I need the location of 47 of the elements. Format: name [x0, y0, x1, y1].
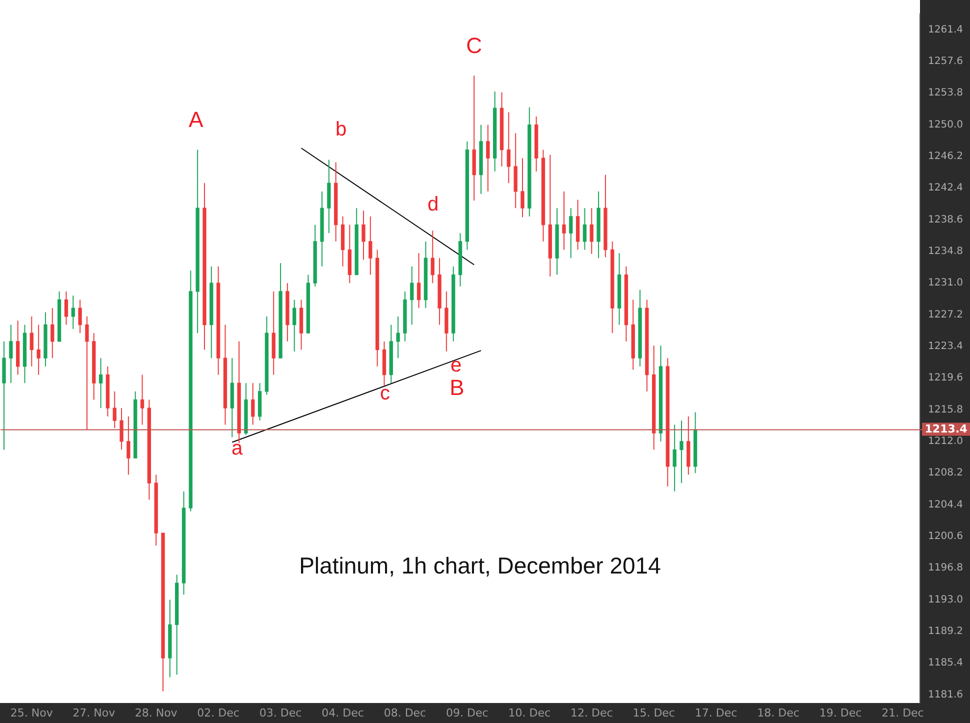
annotation: Platinum, 1h chart, December 2014	[299, 552, 662, 578]
y-tick-label: 1231.0	[928, 278, 963, 289]
y-tick-label: 1234.8	[928, 246, 963, 258]
x-tick-label: 10. Dec	[508, 706, 551, 720]
x-tick-label: 19. Dec	[819, 706, 862, 720]
y-tick-label: 1223.4	[928, 341, 963, 352]
x-tick-label: 04. Dec	[322, 706, 364, 720]
y-tick-label: 1215.8	[928, 404, 963, 416]
x-tick-label: 17. Dec	[694, 706, 738, 720]
y-tick-label: 1212.0	[928, 436, 963, 447]
y-tick-label: 1250.0	[928, 119, 963, 130]
x-tick-label: 09. Dec	[446, 706, 488, 720]
y-tick-label: 1204.4	[928, 499, 963, 510]
annotation: C	[466, 33, 482, 58]
y-tick-label: 1261.4	[928, 24, 963, 36]
y-tick-label: 1208.2	[928, 468, 963, 479]
y-tick-label: 1185.4	[928, 658, 963, 669]
y-tick-label: 1200.6	[928, 530, 963, 542]
x-tick-label: 03. Dec	[259, 706, 302, 720]
x-tick-label: 25. Nov	[10, 706, 54, 720]
annotation: b	[335, 118, 347, 141]
y-tick-label: 1257.6	[928, 56, 963, 68]
y-tick-label: 1242.4	[928, 182, 963, 194]
y-tick-label: 1238.6	[928, 214, 963, 226]
ref-line-label: 1213.4	[924, 422, 968, 436]
x-tick-label: 15. Dec	[632, 706, 675, 720]
annotation: B	[450, 375, 464, 400]
annotation: d	[427, 194, 439, 216]
y-tick-label: 1219.6	[928, 372, 963, 384]
x-tick-label: 02. Dec	[197, 706, 240, 720]
y-tick-label: 1181.6	[928, 689, 963, 700]
y-tick-label: 1246.2	[928, 151, 963, 162]
x-tick-label: 08. Dec	[384, 706, 426, 720]
x-tick-label: 18. Dec	[757, 706, 800, 720]
annotation: c	[380, 382, 390, 405]
annotation: e	[450, 354, 462, 377]
y-tick-label: 1189.2	[928, 626, 963, 637]
annotation: a	[231, 438, 244, 460]
y-tick-label: 1196.8	[928, 562, 963, 574]
x-tick-label: 12. Dec	[570, 706, 613, 720]
annotation: A	[188, 107, 204, 132]
x-tick-label: 28. Nov	[134, 706, 178, 720]
x-tick-label: 21. Dec	[882, 706, 924, 720]
y-tick-label: 1193.0	[928, 594, 963, 606]
y-tick-label: 1253.8	[928, 88, 963, 99]
x-tick-label: 27. Nov	[72, 706, 116, 720]
y-tick-label: 1227.2	[928, 309, 963, 320]
